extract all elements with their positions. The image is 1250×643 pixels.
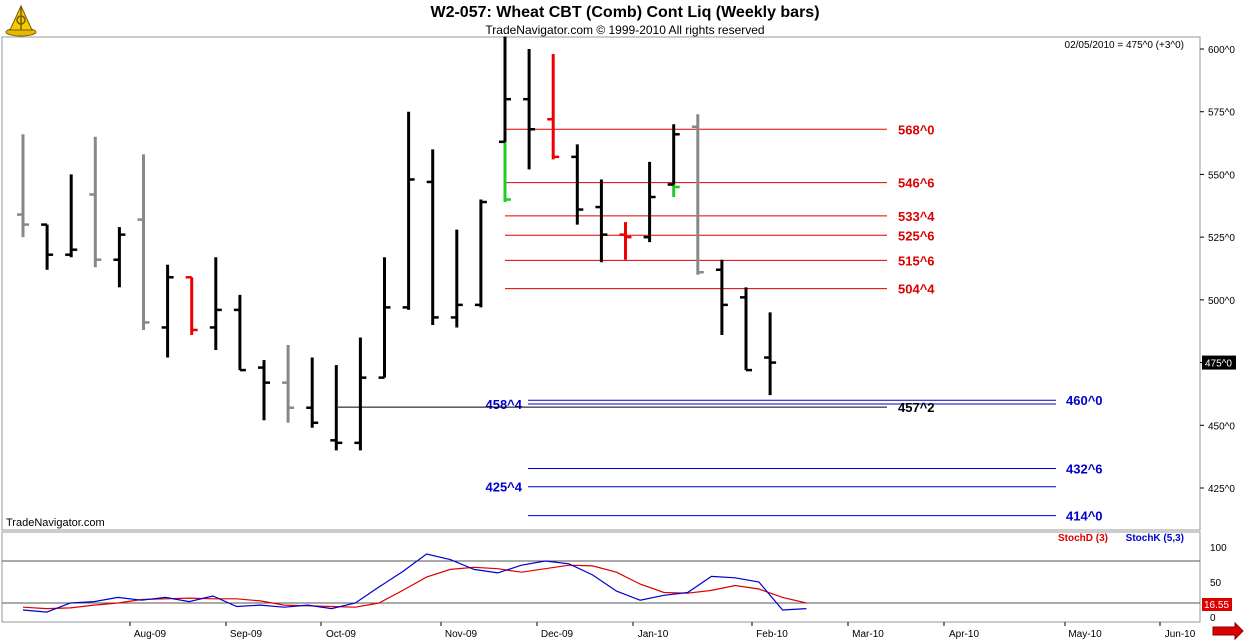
x-tick-label: May-10 (1068, 629, 1102, 640)
ohlc-bar (715, 259, 728, 335)
x-tick-label: Jan-10 (638, 629, 669, 640)
y-tick-label: 525^0 (1208, 233, 1235, 244)
y-tick-label: 575^0 (1208, 108, 1235, 119)
chart-title: W2-057: Wheat CBT (Comb) Cont Liq (Weekl… (430, 4, 820, 21)
x-tick-label: Aug-09 (134, 629, 167, 640)
y-tick-label: 425^0 (1208, 484, 1235, 495)
stoch-k-line (22, 553, 807, 613)
ohlc-bar (113, 227, 126, 288)
ohlc-bar (667, 183, 680, 198)
ohlc-bar (41, 223, 54, 270)
last-quote-text: 02/05/2010 = 475^0 (+3^0) (1065, 40, 1184, 51)
ohlc-bar (137, 154, 150, 330)
ohlc-bar (595, 179, 608, 263)
ohlc-bar (65, 174, 78, 258)
ohlc-bar (185, 276, 198, 335)
resistance-label: 504^4 (898, 282, 935, 297)
ohlc-bar (474, 199, 487, 308)
x-tick-label: Mar-10 (852, 629, 884, 640)
x-tick-label: Apr-10 (949, 629, 979, 640)
price-panel-frame (1, 36, 1201, 531)
resistance-label: 546^6 (898, 176, 935, 191)
scroll-right-arrow-icon (1212, 621, 1244, 641)
ohlc-bar (547, 54, 560, 160)
support-label: 432^6 (1066, 462, 1103, 477)
y-tick-label: 550^0 (1208, 170, 1235, 181)
y-tick-label: 600^0 (1208, 45, 1235, 56)
ohlc-bar (740, 287, 752, 372)
stoch-y-tick-label: 0 (1210, 613, 1216, 624)
last-price-label: 475^0 (1205, 359, 1232, 370)
ohlc-bar (619, 222, 632, 260)
ohlc-bar (161, 264, 174, 358)
support-label: 414^0 (1066, 509, 1103, 524)
ohlc-bar (282, 345, 295, 423)
x-tick-label: Jun-10 (1165, 629, 1196, 640)
resistance-label: 515^6 (898, 253, 935, 268)
tradenavigator-logo (4, 2, 38, 38)
ohlc-bar (523, 49, 536, 170)
x-tick-label: Nov-09 (445, 629, 478, 640)
ohlc-bar (378, 257, 391, 379)
stoch-panel-frame (1, 531, 1201, 623)
support-label-left: 425^4 (485, 480, 522, 495)
ohlc-bar (643, 161, 656, 243)
ohlc-bar (499, 36, 511, 144)
ohlc-bar (571, 144, 584, 225)
y-tick-label: 450^0 (1208, 421, 1235, 432)
x-tick-label: Feb-10 (756, 629, 788, 640)
stoch-y-tick-label: 100 (1210, 543, 1227, 554)
ohlc-bar (691, 114, 704, 275)
ohlc-bar (402, 111, 415, 310)
stoch-d-legend: StochD (3) (1058, 533, 1108, 544)
ohlc-bar (764, 312, 777, 396)
ohlc-bar (258, 360, 270, 421)
ohlc-bar (330, 365, 343, 451)
ohlc-bar (89, 136, 102, 268)
stoch-last-badge (1202, 598, 1232, 611)
chart-subtitle: TradeNavigator.com © 1999-2010 All right… (485, 23, 765, 37)
watermark-text: TradeNavigator.com (6, 517, 105, 529)
stoch-y-tick-label: 50 (1210, 578, 1222, 589)
ohlc-bar (306, 357, 319, 428)
support-label: 460^0 (1066, 393, 1103, 408)
x-tick-label: Dec-09 (541, 629, 574, 640)
stoch-k-legend: StochK (5,3) (1126, 533, 1184, 544)
stoch-d-line (22, 564, 807, 610)
last-price-badge (1202, 355, 1236, 370)
ohlc-bar (499, 140, 511, 203)
x-tick-label: Sep-09 (230, 629, 263, 640)
resistance-label: 533^4 (898, 209, 935, 224)
y-tick-label: 500^0 (1208, 296, 1235, 307)
stoch-last-value: 16.55 (1204, 600, 1229, 611)
ohlc-bar (354, 337, 367, 451)
ohlc-bar (209, 257, 222, 351)
ohlc-bar (667, 124, 680, 186)
ohlc-bar (426, 149, 439, 325)
level-label: 457^2 (898, 400, 935, 415)
resistance-label: 525^6 (898, 228, 935, 243)
ohlc-bar (17, 134, 29, 238)
x-tick-label: Oct-09 (326, 629, 356, 640)
ohlc-bar (233, 294, 246, 372)
support-label-left: 458^4 (485, 397, 522, 412)
ohlc-bar (450, 229, 463, 328)
resistance-label: 568^0 (898, 122, 935, 137)
